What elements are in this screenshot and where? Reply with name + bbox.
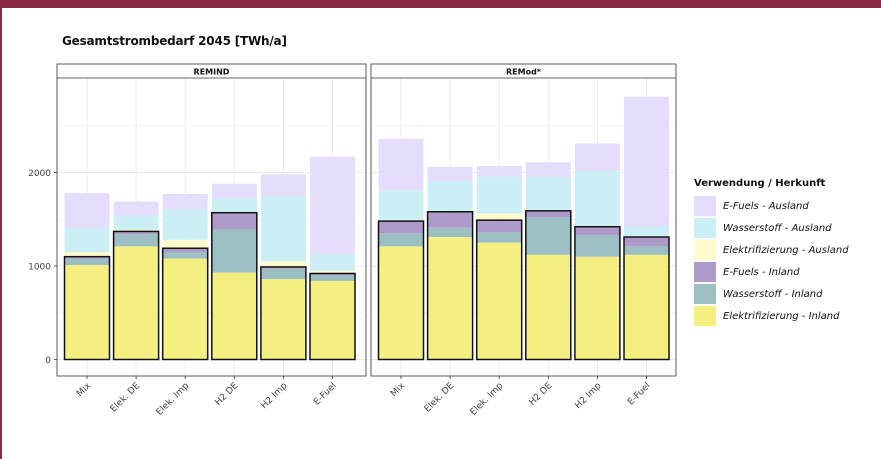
- bar-segment-efuels-ausland: [114, 201, 159, 215]
- bar-segment-wasserstoff-ausland: [526, 177, 571, 210]
- bar-segment-wasserstoff-ausland: [114, 216, 159, 230]
- bar-segment-elektrifizierung-inland: [163, 259, 208, 360]
- bar-segment-efuels-ausland: [575, 144, 620, 171]
- bar-segment-wasserstoff-inland: [114, 234, 159, 246]
- x-tick-label: H2 Imp: [259, 381, 289, 411]
- bar-segment-wasserstoff-inland: [310, 275, 355, 281]
- bar-segment-efuels-ausland: [261, 174, 306, 196]
- x-tick-label: E-Fuel: [626, 381, 652, 407]
- legend-swatch: [694, 284, 716, 304]
- bar-segment-wasserstoff-ausland: [163, 209, 208, 240]
- bar-segment-efuels-ausland: [428, 167, 473, 181]
- bar-segment-efuels-inland: [428, 212, 473, 228]
- bar-segment-elektrifizierung-inland: [212, 273, 257, 360]
- bar-segment-wasserstoff-ausland: [261, 196, 306, 261]
- bar-segment-elektrifizierung-ausland: [477, 214, 522, 221]
- bar-segment-elektrifizierung-ausland: [261, 261, 306, 267]
- bar-segment-efuels-ausland: [624, 97, 669, 227]
- bar-segment-wasserstoff-ausland: [477, 176, 522, 213]
- bar-segment-elektrifizierung-inland: [114, 246, 159, 359]
- bar-segment-wasserstoff-ausland: [310, 254, 355, 271]
- bar-segment-efuels-inland: [526, 211, 571, 218]
- facet-strip-label: REMIND: [194, 68, 230, 77]
- legend-label: Elektrifizierung - Inland: [723, 311, 839, 322]
- bar-segment-elektrifizierung-inland: [428, 237, 473, 359]
- bar-segment-wasserstoff-ausland: [65, 228, 110, 252]
- bar-segment-efuels-inland: [624, 237, 669, 246]
- bar-segment-efuels-ausland: [526, 162, 571, 177]
- x-tick-label: Elek. Imp: [469, 381, 506, 418]
- bar-segment-elektrifizierung-inland: [575, 257, 620, 360]
- bar-segment-efuels-ausland: [310, 157, 355, 254]
- bar-segment-efuels-ausland: [65, 193, 110, 228]
- facet-strip-label: REMod*: [506, 68, 542, 77]
- legend-label: Wasserstoff - Inland: [723, 289, 822, 300]
- bar-segment-elektrifizierung-inland: [477, 243, 522, 360]
- bar-segment-efuels-inland: [477, 220, 522, 232]
- x-tick-label: Mix: [75, 381, 94, 400]
- x-tick-label: H2 DE: [528, 381, 555, 408]
- legend-label: E-Fuels - Inland: [723, 267, 800, 278]
- bar-segment-wasserstoff-inland: [575, 235, 620, 257]
- bar-segment-wasserstoff-inland: [163, 252, 208, 259]
- x-tick-label: H2 DE: [214, 381, 241, 408]
- x-tick-label: Elek. DE: [423, 381, 457, 415]
- x-tick-label: H2 Imp: [573, 381, 603, 411]
- bar-segment-wasserstoff-inland: [428, 228, 473, 237]
- bar-segment-wasserstoff-inland: [261, 269, 306, 279]
- legend-item: Elektrifizierung - Ausland: [694, 239, 849, 261]
- bar-segment-wasserstoff-ausland: [379, 190, 424, 220]
- bar-segment-wasserstoff-ausland: [428, 181, 473, 211]
- legend-label: Elektrifizierung - Ausland: [723, 245, 849, 256]
- legend-item: Elektrifizierung - Inland: [694, 305, 849, 327]
- bar-segment-elektrifizierung-inland: [526, 255, 571, 360]
- legend-title: Verwendung / Herkunft: [694, 178, 849, 189]
- legend-label: E-Fuels - Ausland: [723, 201, 809, 212]
- x-tick-label: Elek. DE: [109, 381, 143, 415]
- y-tick-label: 2000: [28, 169, 51, 179]
- bar-segment-elektrifizierung-ausland: [163, 240, 208, 248]
- legend-swatch: [694, 218, 716, 238]
- bar-segment-elektrifizierung-inland: [379, 246, 424, 359]
- bar-segment-elektrifizierung-inland: [310, 281, 355, 360]
- bar-segment-efuels-ausland: [212, 184, 257, 198]
- legend-items: E-Fuels - Ausland Wasserstoff - Ausland El…: [694, 195, 849, 327]
- legend-swatch: [694, 196, 716, 216]
- x-tick-label: E-Fuel: [312, 381, 338, 407]
- bar-segment-wasserstoff-inland: [624, 246, 669, 254]
- bar-segment-elektrifizierung-inland: [624, 255, 669, 360]
- legend-swatch: [694, 306, 716, 326]
- bar-segment-efuels-ausland: [477, 166, 522, 176]
- bar-segment-wasserstoff-inland: [379, 233, 424, 246]
- bar-segment-wasserstoff-inland: [526, 217, 571, 254]
- y-tick-label: 0: [45, 356, 51, 366]
- bar-segment-wasserstoff-ausland: [575, 171, 620, 226]
- bar-segment-elektrifizierung-inland: [65, 265, 110, 359]
- bar-segment-efuels-ausland: [163, 194, 208, 209]
- legend-item: Wasserstoff - Ausland: [694, 217, 849, 239]
- x-tick-label: Mix: [389, 381, 408, 400]
- bar-segment-efuels-inland: [379, 221, 424, 233]
- bar-segment-wasserstoff-inland: [212, 230, 257, 273]
- bar-segment-efuels-inland: [575, 227, 620, 235]
- bar-segment-wasserstoff-inland: [477, 232, 522, 242]
- y-tick-label: 1000: [28, 263, 51, 273]
- legend-item: Wasserstoff - Inland: [694, 283, 849, 305]
- legend-swatch: [694, 240, 716, 260]
- bar-segment-elektrifizierung-inland: [261, 279, 306, 359]
- x-tick-label: Elek. Imp: [155, 381, 192, 418]
- legend-item: E-Fuels - Inland: [694, 261, 849, 283]
- legend-label: Wasserstoff - Ausland: [723, 223, 832, 234]
- legend-swatch: [694, 262, 716, 282]
- legend: Verwendung / Herkunft E-Fuels - Ausland W…: [694, 178, 849, 327]
- bar-segment-efuels-inland: [212, 213, 257, 230]
- bar-segment-wasserstoff-ausland: [212, 198, 257, 212]
- bar-segment-wasserstoff-inland: [65, 259, 110, 266]
- bar-segment-efuels-ausland: [379, 139, 424, 190]
- bar-segment-wasserstoff-ausland: [624, 227, 669, 236]
- legend-item: E-Fuels - Ausland: [694, 195, 849, 217]
